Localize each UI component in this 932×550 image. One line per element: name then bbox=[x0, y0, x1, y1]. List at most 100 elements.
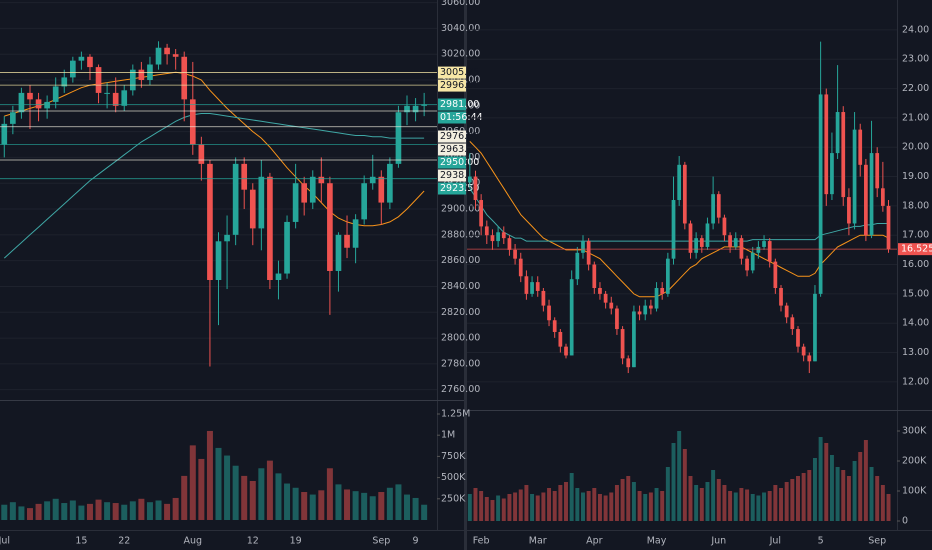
volume-bar bbox=[586, 491, 591, 521]
candle-body bbox=[773, 261, 778, 288]
volume-bar bbox=[9, 502, 16, 520]
candle-body bbox=[609, 302, 614, 309]
candle-body bbox=[387, 163, 393, 203]
candle-body bbox=[762, 241, 766, 247]
candle-body bbox=[395, 112, 402, 164]
volume-bar bbox=[790, 479, 795, 521]
volume-bar bbox=[496, 495, 501, 521]
x-tick-label: Aug bbox=[184, 536, 203, 547]
y-tick-label: 3040.00 bbox=[441, 23, 480, 34]
candle-body bbox=[807, 355, 812, 362]
volume-bar bbox=[807, 470, 812, 521]
y-tick-label: 16.00 bbox=[902, 259, 929, 270]
volume-bar bbox=[569, 473, 574, 521]
candle-body bbox=[181, 56, 188, 100]
x-tick-label: Jul bbox=[769, 536, 781, 547]
candle-body bbox=[739, 238, 744, 259]
volume-bar bbox=[1, 504, 8, 520]
candle-body bbox=[232, 163, 239, 235]
candle-body bbox=[682, 164, 687, 224]
candle-body bbox=[592, 264, 597, 288]
volume-bar bbox=[421, 504, 428, 520]
x-tick-label: Jun bbox=[710, 536, 726, 547]
volume-bar bbox=[18, 506, 25, 520]
candle-body bbox=[790, 317, 795, 330]
candle-body bbox=[513, 249, 517, 259]
price-label: 3005.75 bbox=[440, 67, 479, 78]
candle-body bbox=[637, 311, 642, 315]
candle-body bbox=[649, 305, 653, 309]
x-tick-label: Sep bbox=[372, 536, 390, 547]
volume-bar bbox=[784, 482, 789, 521]
price-label-box bbox=[438, 169, 466, 182]
candle-body bbox=[369, 176, 376, 184]
candle-body bbox=[318, 176, 325, 184]
volume-bar bbox=[671, 443, 676, 521]
volume-bar bbox=[711, 470, 716, 521]
volume-bar bbox=[232, 465, 239, 520]
volume-bar bbox=[626, 476, 631, 521]
candle-body bbox=[129, 69, 136, 91]
volume-bar bbox=[378, 492, 385, 520]
candle-body bbox=[404, 105, 410, 113]
volume-tick-label: 300K bbox=[902, 426, 927, 437]
moving-average bbox=[3, 113, 425, 259]
volume-bar bbox=[479, 491, 484, 521]
price-label-box bbox=[438, 156, 466, 169]
volume-bar bbox=[404, 494, 411, 520]
price-label: 2981.00 bbox=[440, 99, 479, 110]
candle-body bbox=[665, 258, 670, 294]
volume-bar bbox=[524, 485, 529, 521]
y-tick-label: 14.00 bbox=[902, 318, 929, 329]
volume-bar bbox=[344, 489, 351, 520]
y-tick-label: 2880.00 bbox=[441, 229, 480, 240]
candle-body bbox=[880, 188, 885, 206]
candle-body bbox=[27, 92, 33, 100]
candle-body bbox=[78, 56, 85, 61]
candle-body bbox=[198, 144, 205, 164]
volume-bar bbox=[146, 502, 153, 520]
candle-body bbox=[507, 238, 512, 250]
candle-body bbox=[620, 329, 625, 359]
volume-bar bbox=[739, 488, 744, 521]
candle-body bbox=[172, 54, 179, 57]
volume-bar bbox=[875, 476, 880, 521]
candle-body bbox=[215, 241, 222, 280]
candle-body bbox=[615, 308, 619, 330]
volume-bar bbox=[801, 473, 806, 521]
volume-bar bbox=[518, 489, 523, 521]
candle-body bbox=[473, 176, 478, 201]
volume-bar bbox=[886, 494, 891, 521]
candle-body bbox=[586, 241, 591, 265]
candle-body bbox=[412, 105, 419, 113]
volume-bar bbox=[812, 458, 817, 521]
volume-bar bbox=[284, 483, 291, 520]
candle-body bbox=[352, 219, 359, 248]
volume-bar bbox=[643, 494, 648, 521]
x-tick-label: Mar bbox=[529, 536, 547, 547]
chart-panel: 2760.00 2780.00 2800.00 2820.00 2840.00 2860.… bbox=[0, 0, 483, 547]
volume-bar bbox=[309, 494, 316, 520]
x-tick-label: 19 bbox=[290, 536, 302, 547]
volume-bar bbox=[507, 494, 512, 521]
volume-bar bbox=[841, 470, 846, 521]
candle-body bbox=[841, 112, 846, 198]
volume-bar bbox=[535, 495, 540, 521]
candle-body bbox=[654, 287, 659, 309]
candle-body bbox=[626, 358, 631, 368]
volume-bar bbox=[215, 447, 222, 520]
candle-body bbox=[603, 293, 608, 303]
x-tick-label: Feb bbox=[473, 536, 490, 547]
candle-body bbox=[569, 279, 574, 356]
candle-body bbox=[779, 287, 783, 306]
y-tick-label: 2840.00 bbox=[441, 281, 480, 292]
candle-body bbox=[711, 194, 715, 224]
volume-bar bbox=[818, 437, 823, 521]
candle-body bbox=[138, 69, 145, 80]
volume-bar bbox=[86, 503, 93, 520]
price-label: 16.525 bbox=[901, 244, 932, 255]
candle-body bbox=[18, 92, 25, 113]
candle-body bbox=[61, 77, 68, 87]
volume-bar bbox=[637, 491, 642, 521]
y-tick-label: 17.00 bbox=[902, 230, 929, 241]
